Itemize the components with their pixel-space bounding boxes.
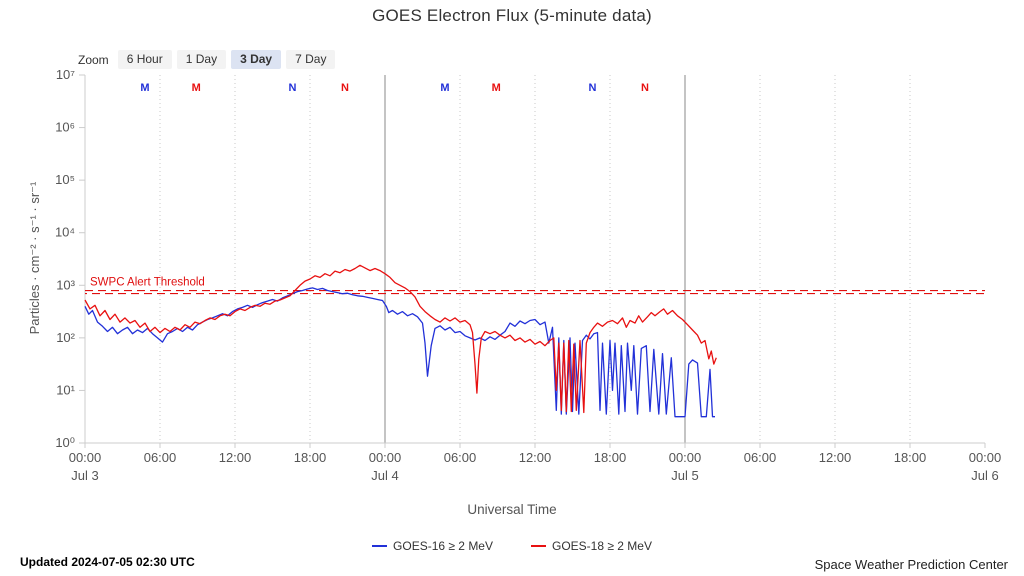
- source-credit: Space Weather Prediction Center: [814, 557, 1008, 572]
- x-tick-label: 18:00: [594, 450, 627, 465]
- x-tick-label: 00:00: [369, 450, 402, 465]
- x-date-label: Jul 5: [671, 468, 698, 483]
- satellite-marker-m: M: [192, 82, 201, 94]
- x-tick-label: 12:00: [519, 450, 552, 465]
- zoom-button-6-hour[interactable]: 6 Hour: [117, 50, 172, 69]
- zoom-button-group: 6 Hour 1 Day 3 Day 7 Day: [117, 50, 336, 69]
- y-axis-title: Particles · cm⁻² · s⁻¹ · sr⁻¹: [27, 181, 42, 335]
- satellite-marker-n: N: [589, 82, 597, 94]
- y-tick-label: 10⁵: [55, 172, 75, 187]
- y-tick-label: 10¹: [56, 382, 75, 397]
- satellite-marker-m: M: [492, 82, 501, 94]
- x-tick-label: 18:00: [894, 450, 927, 465]
- x-date-label: Jul 6: [971, 468, 998, 483]
- legend-item-goes-18[interactable]: GOES-18 ≥ 2 MeV: [531, 539, 652, 553]
- zoom-button-1-day[interactable]: 1 Day: [176, 50, 227, 69]
- y-tick-label: 10⁰: [55, 435, 75, 450]
- satellite-marker-n: N: [341, 82, 349, 94]
- x-date-label: Jul 3: [71, 468, 98, 483]
- zoom-controls: Zoom 6 Hour 1 Day 3 Day 7 Day: [78, 50, 336, 69]
- x-tick-label: 00:00: [69, 450, 102, 465]
- x-tick-label: 06:00: [444, 450, 477, 465]
- satellite-marker-n: N: [641, 82, 649, 94]
- alert-threshold-label: SWPC Alert Threshold: [90, 277, 205, 289]
- x-axis-title: Universal Time: [467, 502, 557, 517]
- chart-legend: GOES-16 ≥ 2 MeV GOES-18 ≥ 2 MeV: [0, 539, 1024, 553]
- zoom-label: Zoom: [78, 52, 109, 67]
- legend-line-swatch: [531, 545, 546, 547]
- y-tick-label: 10²: [56, 330, 75, 345]
- zoom-button-3-day[interactable]: 3 Day: [231, 50, 282, 69]
- legend-item-goes-16[interactable]: GOES-16 ≥ 2 MeV: [372, 539, 493, 553]
- y-tick-label: 10⁶: [55, 120, 75, 135]
- zoom-button-7-day[interactable]: 7 Day: [286, 50, 336, 69]
- x-tick-label: 00:00: [669, 450, 702, 465]
- x-tick-label: 12:00: [219, 450, 252, 465]
- x-tick-label: 18:00: [294, 450, 327, 465]
- x-tick-label: 00:00: [969, 450, 1002, 465]
- series-line-goes-18: [84, 264, 717, 414]
- legend-line-swatch: [372, 545, 388, 547]
- legend-label: GOES-16 ≥ 2 MeV: [393, 539, 493, 553]
- page-title: GOES Electron Flux (5-minute data): [372, 6, 652, 25]
- x-date-label: Jul 4: [371, 468, 398, 483]
- satellite-marker-n: N: [289, 82, 297, 94]
- updated-timestamp: Updated 2024-07-05 02:30 UTC: [20, 555, 195, 569]
- x-tick-label: 06:00: [144, 450, 177, 465]
- y-tick-label: 10³: [56, 277, 75, 292]
- series-line-goes-16: [84, 287, 715, 418]
- x-tick-label: 06:00: [744, 450, 777, 465]
- satellite-marker-m: M: [440, 82, 449, 94]
- satellite-marker-m: M: [140, 82, 149, 94]
- legend-label: GOES-18 ≥ 2 MeV: [552, 539, 652, 553]
- y-tick-label: 10⁷: [56, 67, 75, 82]
- x-tick-label: 12:00: [819, 450, 852, 465]
- y-tick-label: 10⁴: [55, 225, 75, 240]
